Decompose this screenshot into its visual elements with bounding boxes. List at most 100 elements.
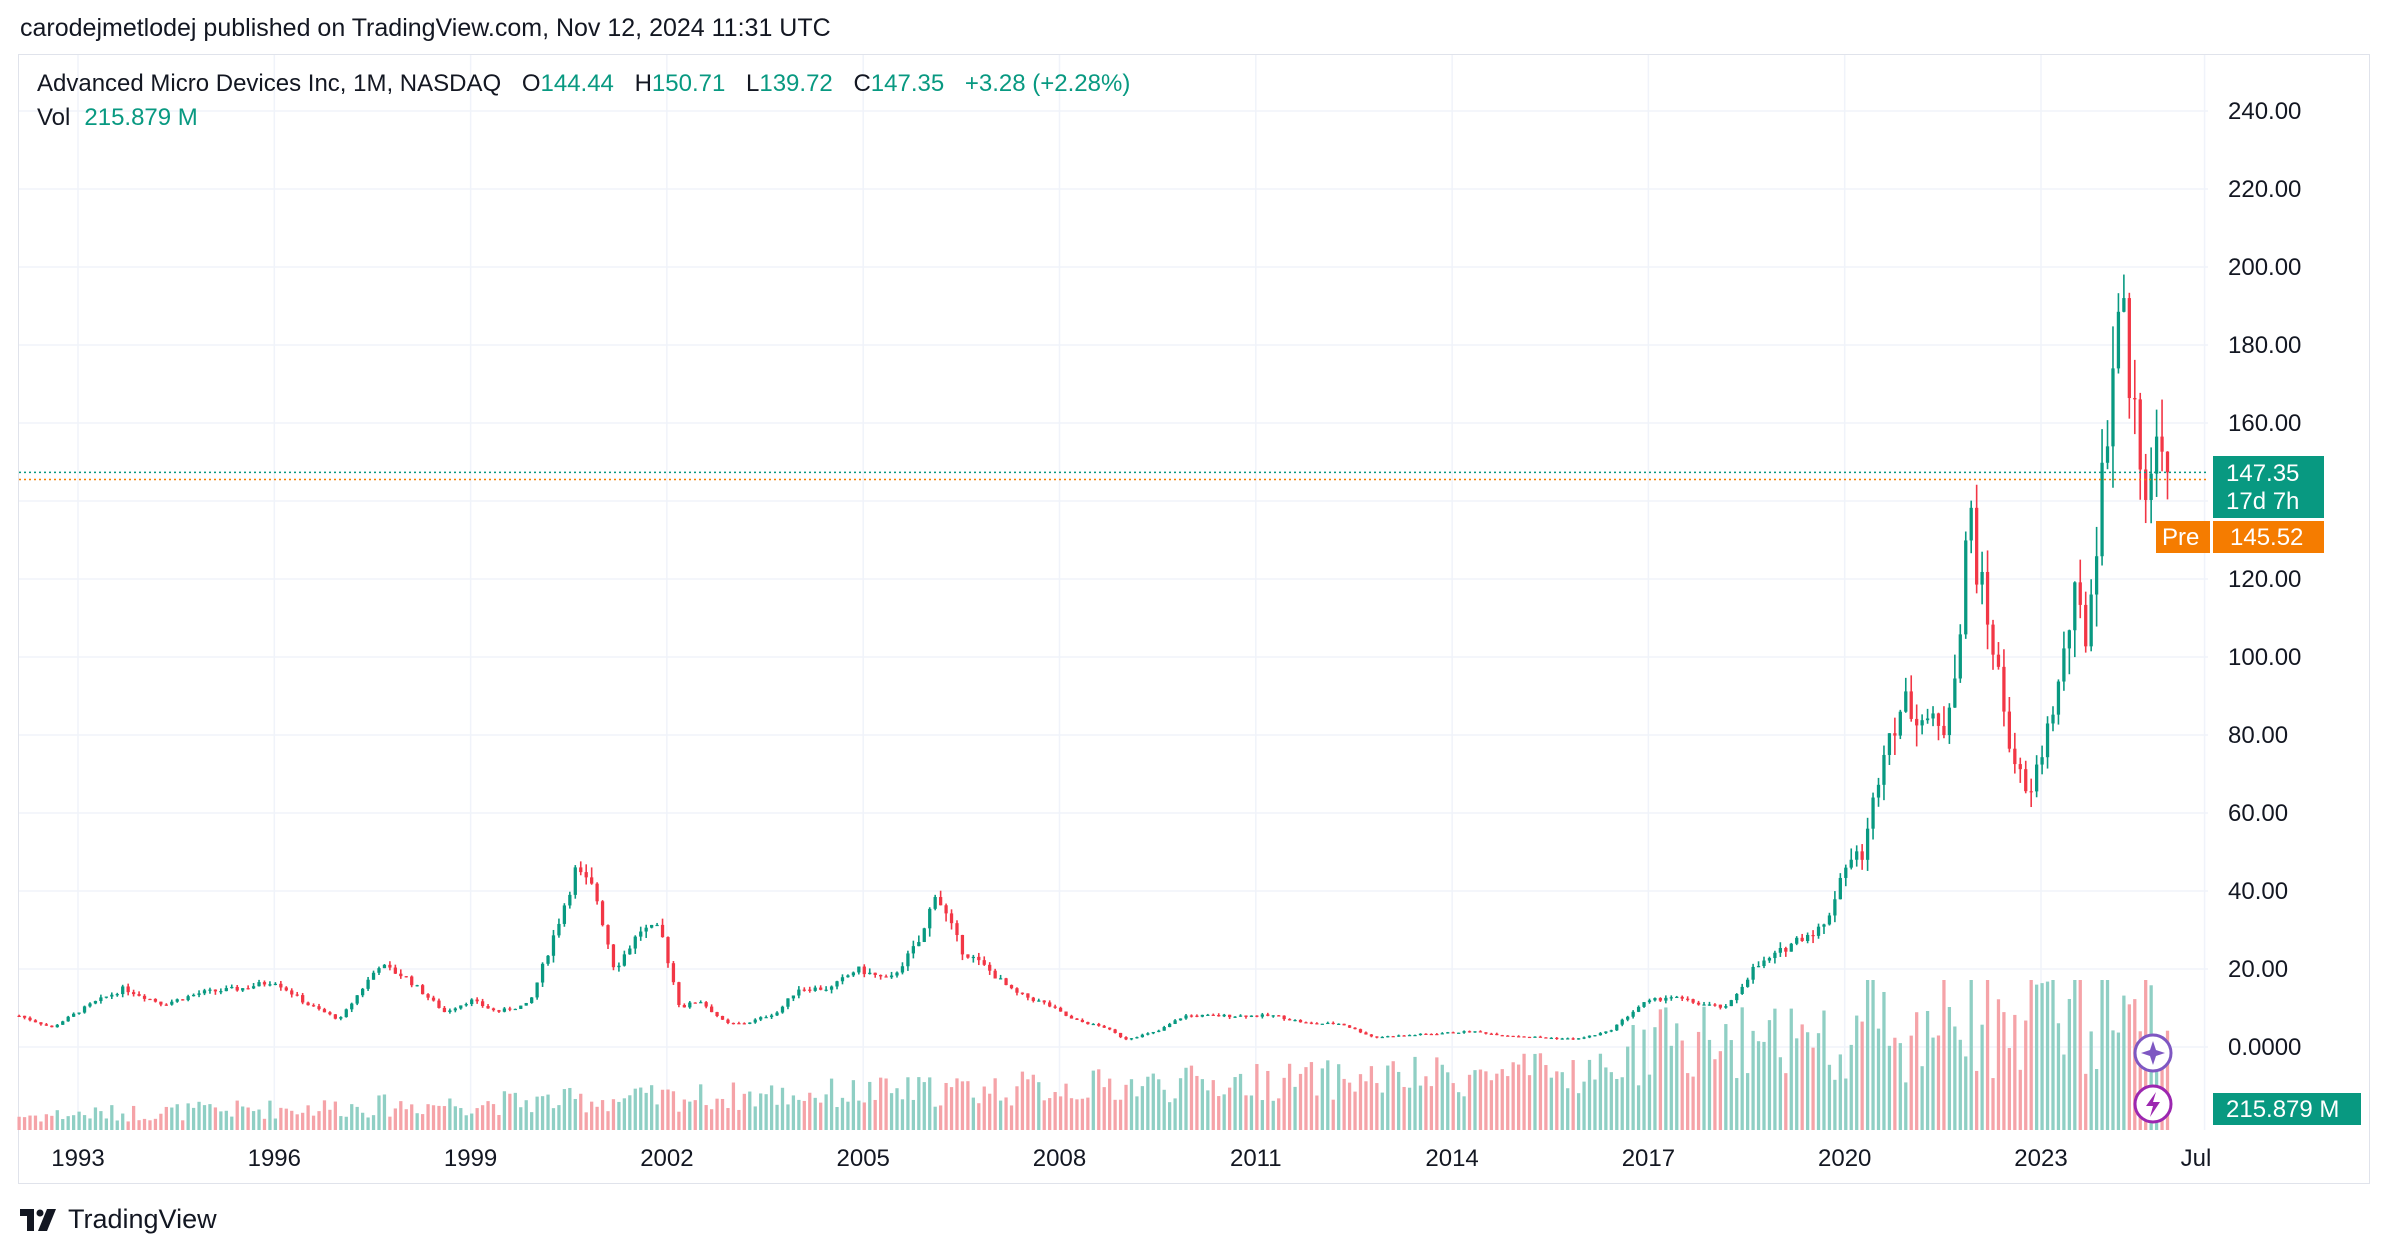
candle bbox=[813, 985, 817, 992]
candle bbox=[246, 985, 250, 990]
candle bbox=[202, 988, 207, 996]
candle bbox=[1544, 1037, 1548, 1039]
candle bbox=[1440, 1032, 1444, 1035]
candle bbox=[639, 926, 643, 941]
candle bbox=[617, 962, 621, 972]
volume-bar bbox=[2067, 998, 2071, 1130]
volume-bar bbox=[115, 1120, 119, 1130]
candle bbox=[1151, 1031, 1155, 1035]
symbol-description[interactable]: Advanced Micro Devices Inc, 1M, NASDAQ bbox=[37, 70, 502, 97]
candle bbox=[2073, 581, 2077, 658]
candle bbox=[508, 1006, 512, 1012]
candle bbox=[486, 1004, 490, 1009]
candle bbox=[1980, 551, 1984, 605]
candle bbox=[590, 867, 594, 885]
volume-bar bbox=[1816, 1033, 1821, 1130]
volume-bar bbox=[715, 1098, 719, 1130]
candle bbox=[55, 1024, 59, 1028]
candle bbox=[1146, 1032, 1150, 1036]
candle bbox=[1560, 1037, 1564, 1040]
candle bbox=[1887, 733, 1892, 765]
candle bbox=[2154, 409, 2159, 497]
candle bbox=[1865, 817, 1870, 871]
candle bbox=[415, 984, 419, 987]
volume-bar bbox=[2094, 1069, 2099, 1130]
volume-bar bbox=[846, 1101, 850, 1130]
candle bbox=[464, 1002, 468, 1007]
volume-bar bbox=[1522, 1053, 1526, 1130]
volume-bar bbox=[562, 1089, 567, 1130]
candle bbox=[1549, 1037, 1553, 1040]
volume-bar bbox=[197, 1101, 201, 1130]
tradingview-brand[interactable]: TradingView bbox=[20, 1204, 217, 1235]
volume-bar bbox=[2029, 980, 2033, 1130]
volume-bar bbox=[835, 1107, 839, 1130]
volume-bar bbox=[470, 1113, 474, 1130]
volume-bar bbox=[2133, 999, 2137, 1130]
volume-bar bbox=[399, 1101, 403, 1130]
volume-bar bbox=[1178, 1078, 1183, 1130]
candle bbox=[579, 861, 583, 876]
volume-bar bbox=[333, 1101, 338, 1130]
candle bbox=[1484, 1032, 1488, 1035]
volume-bar bbox=[737, 1109, 741, 1130]
volume-bar bbox=[546, 1094, 550, 1130]
sparkle-icon[interactable] bbox=[2133, 1033, 2173, 1073]
volume-bar bbox=[17, 1116, 21, 1130]
volume-bar bbox=[1887, 1045, 1892, 1130]
volume-bar bbox=[1822, 1010, 1826, 1130]
candle bbox=[1958, 624, 1962, 683]
candle bbox=[328, 1011, 332, 1016]
candle bbox=[649, 924, 654, 929]
candle bbox=[410, 975, 414, 988]
volume-bar bbox=[1800, 1024, 1804, 1130]
candle bbox=[1298, 1019, 1303, 1023]
candle bbox=[769, 1013, 774, 1019]
candle bbox=[1358, 1028, 1363, 1034]
volume-bar bbox=[1615, 1078, 1619, 1130]
volume-bar bbox=[1658, 1009, 1663, 1130]
volume-bar bbox=[726, 1108, 730, 1130]
y-tick-label: 20.00 bbox=[2228, 956, 2288, 983]
x-tick-label: Jul bbox=[2181, 1145, 2212, 1172]
candle bbox=[1435, 1033, 1439, 1036]
volume-bar bbox=[2116, 1032, 2121, 1130]
volume-bar bbox=[1680, 1040, 1684, 1130]
volume-bar bbox=[699, 1084, 703, 1130]
candle bbox=[906, 950, 910, 971]
volume-bar bbox=[1735, 1078, 1739, 1130]
candle bbox=[1467, 1030, 1472, 1033]
candle bbox=[1925, 708, 1930, 724]
volume-label[interactable]: Vol bbox=[37, 104, 71, 131]
candle bbox=[1931, 706, 1935, 727]
candle bbox=[797, 986, 801, 999]
volume-bar bbox=[93, 1107, 98, 1130]
candle bbox=[1320, 1023, 1324, 1025]
volume-bar bbox=[1129, 1079, 1134, 1130]
volume-bar bbox=[1320, 1068, 1324, 1130]
volume-bar bbox=[404, 1109, 408, 1130]
candle bbox=[2002, 649, 2006, 727]
volume-bar bbox=[1495, 1073, 1499, 1130]
candle bbox=[808, 986, 812, 993]
volume-bar bbox=[742, 1093, 746, 1130]
candle bbox=[306, 1001, 310, 1006]
volume-bar bbox=[769, 1085, 774, 1130]
volume-bar bbox=[1538, 1053, 1543, 1130]
volume-bar bbox=[181, 1120, 185, 1130]
volume-bar bbox=[2165, 1030, 2170, 1130]
candle bbox=[611, 944, 616, 971]
high-value: 150.71 bbox=[651, 70, 726, 97]
candle bbox=[399, 969, 403, 979]
candle bbox=[1178, 1018, 1183, 1021]
candle bbox=[1915, 704, 1919, 747]
lightning-icon[interactable] bbox=[2133, 1084, 2173, 1124]
candle bbox=[93, 1000, 98, 1005]
volume-bar bbox=[1947, 1007, 1952, 1130]
candle bbox=[2062, 631, 2066, 691]
candle bbox=[655, 922, 659, 927]
volume-bar bbox=[61, 1119, 65, 1130]
volume-bar bbox=[802, 1100, 806, 1130]
candle bbox=[126, 983, 130, 996]
